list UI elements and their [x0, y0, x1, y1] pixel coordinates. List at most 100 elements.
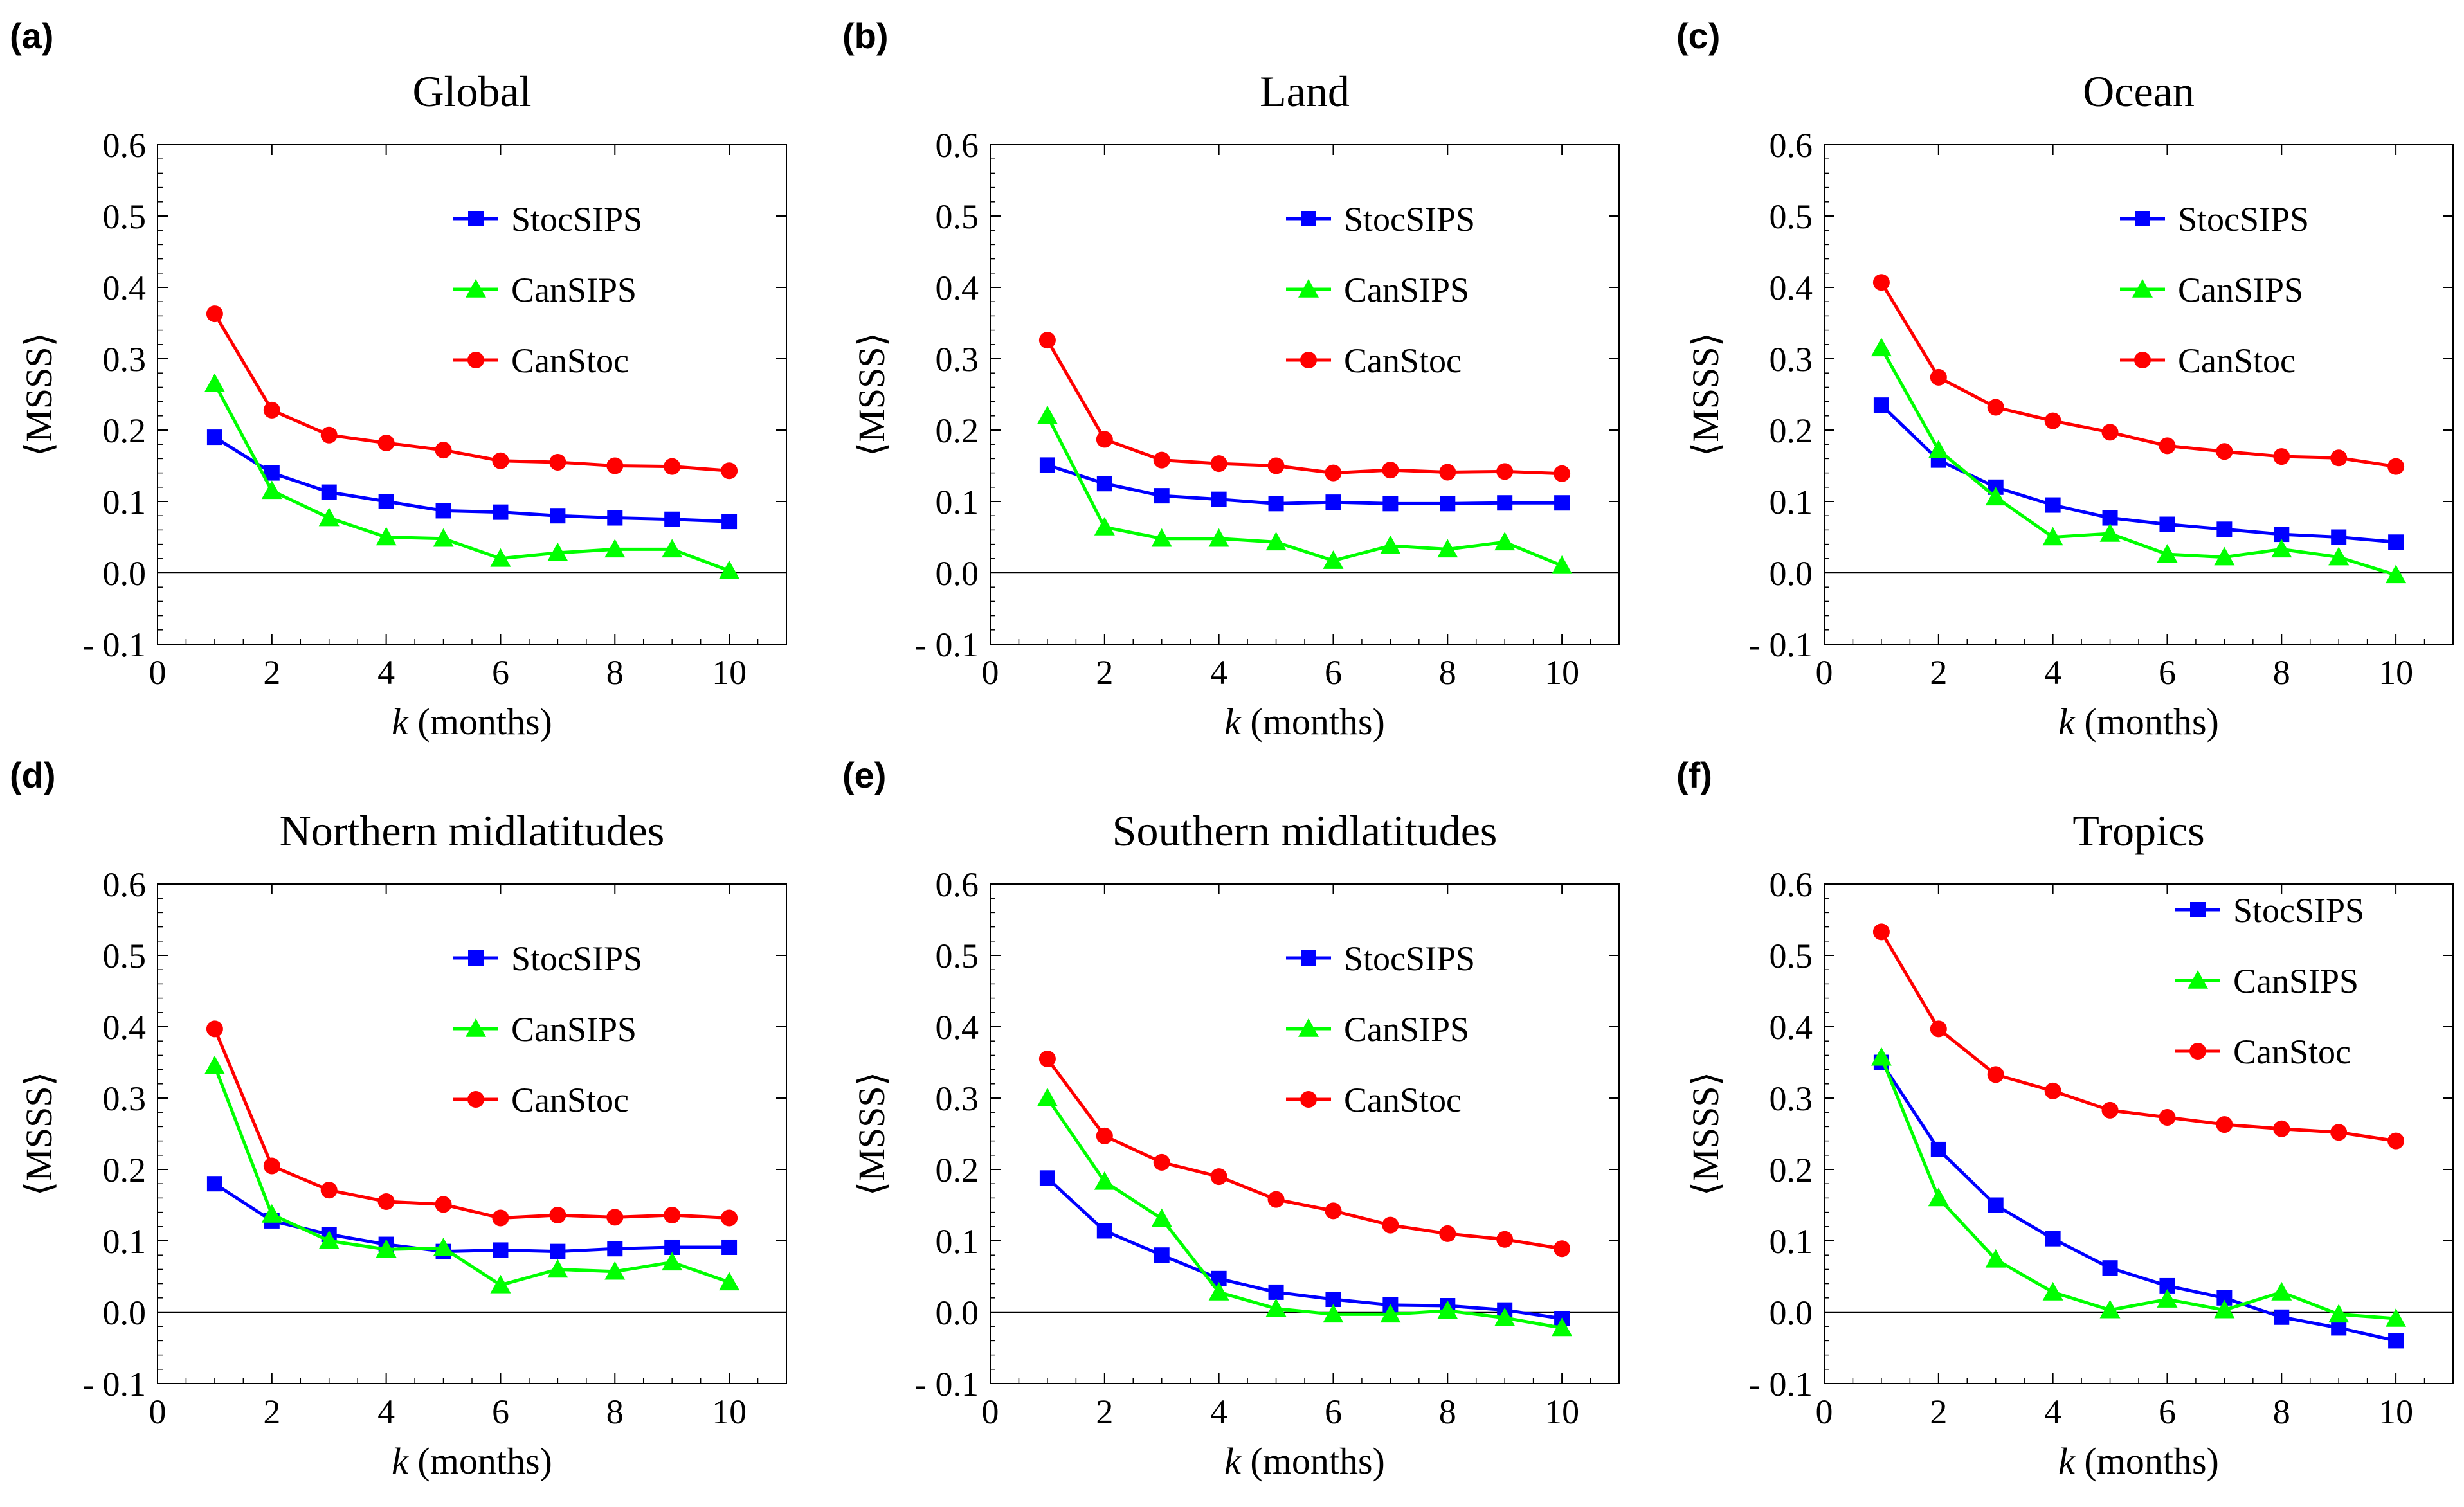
data-point-canstoc	[606, 457, 624, 474]
legend-label-canstoc: CanStoc	[1344, 341, 1462, 380]
x-tick-label: 0	[149, 653, 167, 692]
data-point-canstoc	[1872, 923, 1890, 941]
data-point-canstoc	[1038, 1050, 1056, 1067]
legend-marker-stocsips	[468, 211, 484, 226]
data-point-cansips	[1037, 1088, 1058, 1106]
x-tick-label: 4	[377, 653, 395, 692]
x-axis-label-variable: k	[1224, 701, 1242, 743]
data-point-canstoc	[1382, 462, 1399, 479]
chart-panel-a: (a) Global - 0.1 0.0 0.1 0.2 0.3 0.4 0.5 0.6 0 2 4 6 8…	[10, 15, 787, 743]
series-line-canstoc	[1046, 339, 1563, 476]
data-point-stocsips	[321, 484, 337, 500]
x-tick-label: 10	[1545, 1393, 1579, 1431]
series-canstoc	[1872, 274, 2405, 475]
y-tick-label: 0.4	[936, 1008, 979, 1047]
series-canstoc	[206, 1020, 738, 1227]
series-canstoc	[1038, 332, 1571, 482]
x-tick-label: 4	[377, 1393, 395, 1431]
data-point-canstoc	[377, 1193, 395, 1210]
data-point-canstoc	[1987, 1066, 2004, 1083]
x-tick-label: 10	[712, 1393, 747, 1431]
data-point-cansips	[1380, 1304, 1401, 1323]
y-tick-label: 0.2	[1770, 411, 1813, 450]
legend-marker-stocsips	[1301, 211, 1316, 226]
data-point-stocsips	[2331, 529, 2347, 545]
series-line-stocsips	[1880, 1061, 2396, 1342]
data-point-canstoc	[1096, 1127, 1113, 1144]
data-point-cansips	[490, 1274, 511, 1294]
data-point-canstoc	[1038, 332, 1056, 349]
y-tick-label: 0.1	[1770, 483, 1813, 521]
data-point-canstoc	[1153, 451, 1170, 469]
x-axis-label-variable: k	[2058, 1440, 2076, 1482]
legend-marker-canstoc	[467, 352, 484, 368]
legend-marker-stocsips	[2190, 902, 2206, 917]
data-point-cansips	[1151, 528, 1172, 547]
y-tick-label: 0.2	[1770, 1151, 1813, 1189]
legend-marker-canstoc	[2134, 352, 2151, 368]
data-point-cansips	[1494, 532, 1516, 551]
data-point-canstoc	[1325, 1202, 1342, 1220]
data-point-canstoc	[1987, 399, 2004, 416]
legend-label-cansips: CanSIPS	[511, 271, 637, 309]
data-point-canstoc	[721, 462, 738, 480]
data-point-stocsips	[2102, 510, 2118, 526]
x-axis-label: k (months)	[392, 701, 552, 743]
panel-letter: (e)	[842, 755, 886, 795]
series-canstoc	[1872, 923, 2405, 1150]
data-point-stocsips	[435, 503, 451, 519]
series-canstoc	[1038, 1050, 1571, 1258]
series-line-stocsips	[1046, 1177, 1563, 1321]
y-tick-label: 0.4	[1770, 1008, 1813, 1047]
y-tick-label: 0.5	[1770, 197, 1813, 236]
data-point-canstoc	[2159, 437, 2176, 455]
data-point-canstoc	[1496, 1231, 1514, 1248]
legend-label-canstoc: CanStoc	[511, 341, 629, 380]
x-tick-label: 10	[2378, 1393, 2413, 1431]
series-stocsips	[206, 429, 738, 530]
data-point-canstoc	[2273, 448, 2290, 465]
data-point-canstoc	[2101, 1101, 2119, 1119]
data-point-cansips	[204, 373, 225, 392]
data-point-cansips	[1323, 1304, 1344, 1323]
data-point-cansips	[433, 528, 454, 547]
legend-label-canstoc: CanStoc	[2178, 341, 2296, 380]
x-tick-label: 8	[1439, 653, 1456, 692]
data-point-stocsips	[607, 510, 623, 526]
data-point-cansips	[1151, 1208, 1172, 1227]
data-point-cansips	[376, 1239, 397, 1258]
data-point-cansips	[719, 560, 740, 579]
data-point-canstoc	[549, 1207, 566, 1224]
data-point-stocsips	[2045, 497, 2061, 513]
panel-letter: (d)	[10, 755, 56, 795]
series-line-stocsips	[1880, 404, 2396, 544]
legend-marker-canstoc	[2189, 1043, 2206, 1060]
data-point-canstoc	[263, 401, 280, 419]
x-tick-label: 6	[492, 1393, 509, 1431]
y-tick-label: 0.6	[936, 865, 979, 904]
legend-marker-cansips	[1298, 279, 1319, 298]
x-tick-label: 4	[1210, 1393, 1227, 1431]
data-point-stocsips	[1154, 488, 1170, 504]
x-tick-label: 2	[1930, 653, 1947, 692]
data-point-stocsips	[206, 1176, 222, 1192]
data-point-stocsips	[1268, 1284, 1284, 1300]
y-tick-label: 0.2	[103, 411, 147, 450]
y-tick-label: 0.5	[936, 197, 979, 236]
y-tick-label: 0.1	[1770, 1222, 1813, 1261]
x-tick-label: 2	[1930, 1393, 1947, 1431]
data-point-canstoc	[1872, 274, 1890, 291]
y-tick-label: - 0.1	[82, 1365, 146, 1403]
series-canstoc	[206, 305, 738, 480]
series-line-canstoc	[213, 312, 730, 473]
data-point-canstoc	[320, 1182, 338, 1199]
data-point-canstoc	[2101, 424, 2119, 441]
data-point-stocsips	[721, 1239, 738, 1255]
series-stocsips	[1039, 1170, 1570, 1326]
chart-panel-e: (e) Southern midlatitudes - 0.1 0.0 0.1 0.2 0.…	[842, 755, 1620, 1482]
y-tick-label: 0.5	[103, 937, 147, 975]
data-point-stocsips	[2216, 521, 2233, 537]
data-point-cansips	[1208, 528, 1229, 547]
y-tick-label: 0.6	[103, 865, 147, 904]
data-point-stocsips	[1382, 496, 1399, 512]
